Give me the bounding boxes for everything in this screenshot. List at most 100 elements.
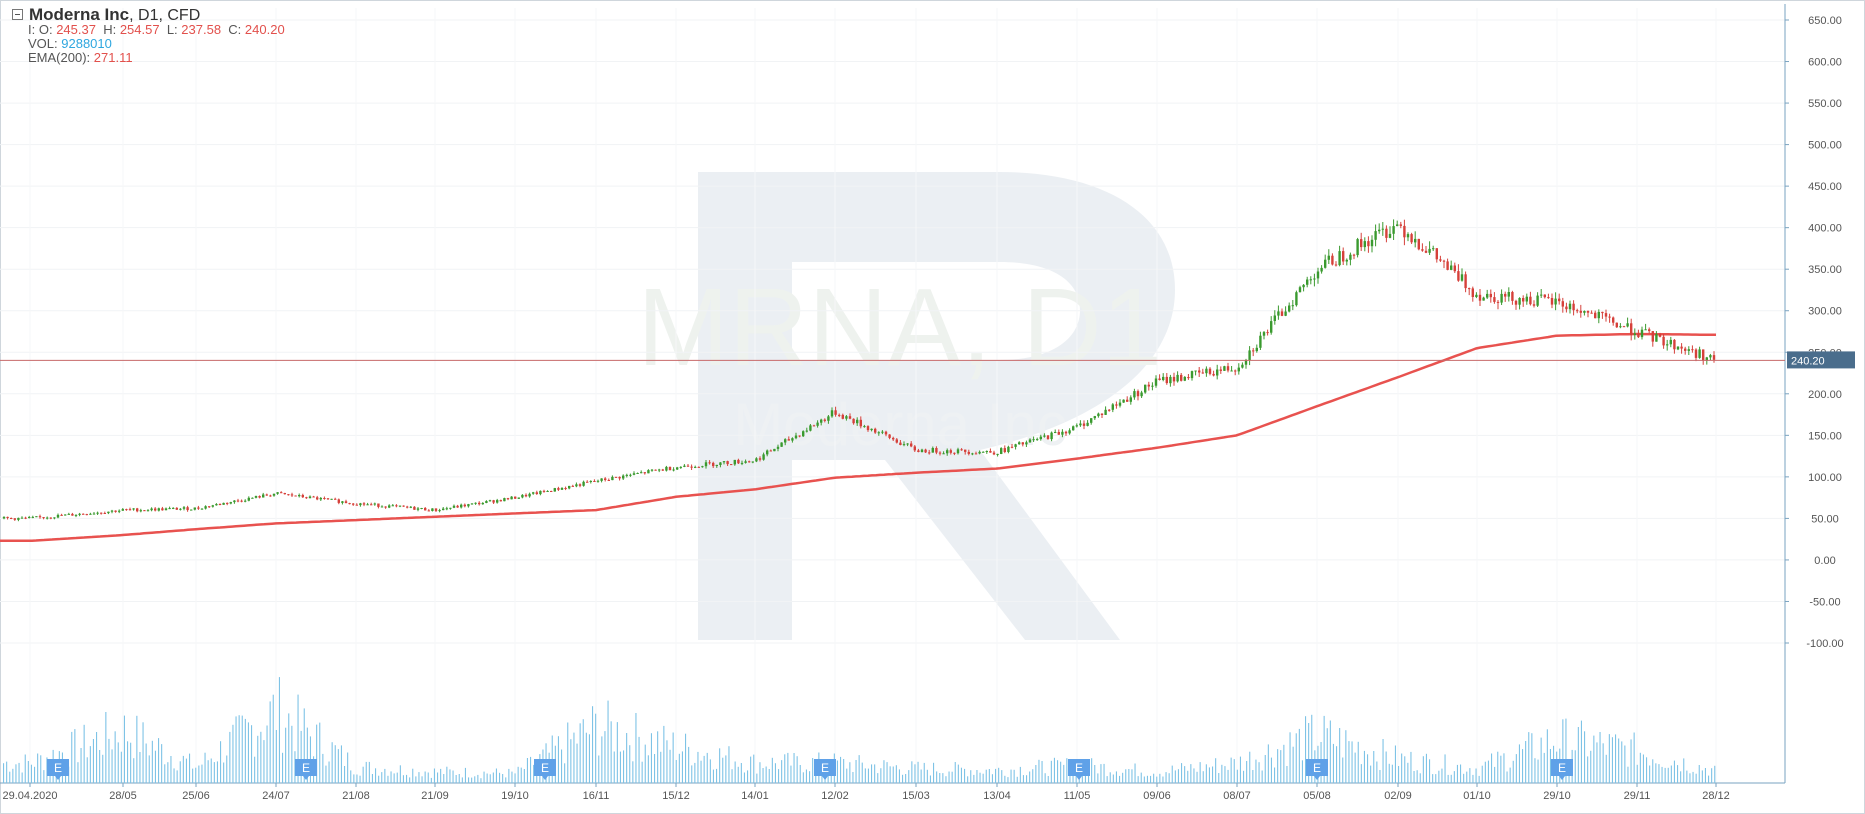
volume-bar bbox=[561, 749, 563, 783]
volume-bar bbox=[747, 770, 749, 783]
candle-body bbox=[1561, 301, 1564, 307]
candle-body bbox=[812, 425, 816, 427]
candle-body bbox=[478, 502, 481, 505]
volume-bar bbox=[1472, 774, 1474, 783]
volume-bar bbox=[207, 760, 209, 783]
volume-bar bbox=[1497, 751, 1499, 783]
earnings-marker[interactable]: E bbox=[534, 759, 556, 780]
volume-bar bbox=[257, 735, 259, 783]
candle-body bbox=[1046, 435, 1050, 440]
candle-body bbox=[427, 510, 430, 512]
candle-body bbox=[114, 510, 117, 512]
volume-bar bbox=[418, 772, 420, 783]
volume-bar bbox=[229, 731, 231, 783]
candle-body bbox=[168, 508, 171, 510]
volume-bar bbox=[123, 715, 125, 783]
candle-body bbox=[1464, 274, 1467, 289]
collapse-toggle-icon[interactable] bbox=[12, 9, 23, 21]
volume-bar bbox=[133, 758, 135, 783]
earnings-marker[interactable]: E bbox=[1306, 759, 1328, 780]
volume-bar bbox=[1388, 763, 1390, 783]
earnings-marker[interactable]: E bbox=[47, 759, 69, 780]
volume-bar bbox=[272, 694, 274, 783]
candle-body bbox=[924, 449, 927, 453]
volume-bar bbox=[778, 769, 780, 783]
volume-bar bbox=[161, 744, 163, 783]
volume-bar bbox=[1574, 750, 1576, 783]
candle-body bbox=[971, 453, 974, 455]
volume-bar bbox=[650, 733, 652, 783]
candle-body bbox=[1284, 311, 1287, 316]
volume-bar bbox=[1246, 761, 1248, 783]
candle-body bbox=[1687, 349, 1690, 351]
volume-bar bbox=[725, 755, 727, 783]
candle-body bbox=[1000, 448, 1003, 454]
volume-bar bbox=[988, 769, 990, 783]
earnings-marker[interactable]: E bbox=[814, 759, 836, 780]
open-value: 245.37 bbox=[56, 22, 96, 37]
volume-bar bbox=[973, 774, 975, 783]
candle-body bbox=[650, 469, 654, 471]
volume-bar bbox=[1562, 719, 1564, 783]
candle-body bbox=[226, 502, 229, 504]
candle-body bbox=[1003, 448, 1006, 452]
volume-bar bbox=[1224, 766, 1226, 783]
volume-bar bbox=[858, 755, 860, 783]
candle-body bbox=[492, 500, 495, 503]
volume-bar bbox=[585, 732, 587, 783]
candle-body bbox=[1331, 255, 1334, 265]
candle-body bbox=[881, 431, 884, 433]
candle-body bbox=[488, 500, 492, 502]
volume-bar bbox=[21, 772, 23, 783]
volume-bar bbox=[117, 742, 119, 783]
volume-bar bbox=[254, 756, 256, 783]
candle-body bbox=[668, 466, 672, 471]
candle-body bbox=[600, 478, 603, 481]
volume-bar bbox=[189, 753, 191, 783]
volume-bar bbox=[430, 777, 432, 783]
volume-bar bbox=[331, 742, 333, 783]
candle-body bbox=[1115, 404, 1118, 406]
candle-body bbox=[406, 506, 409, 508]
earnings-marker[interactable]: E bbox=[1068, 759, 1090, 780]
volume-bar bbox=[629, 745, 631, 783]
candle-body bbox=[730, 464, 733, 466]
volume-bar bbox=[3, 763, 5, 783]
candle-body bbox=[870, 428, 873, 431]
x-tick-label: 29/11 bbox=[1624, 790, 1651, 802]
volume-bar bbox=[1658, 764, 1660, 783]
volume-bar bbox=[319, 722, 321, 783]
volume-bar bbox=[213, 762, 215, 783]
volume-bar bbox=[1351, 741, 1353, 783]
volume-bar bbox=[576, 743, 578, 783]
candle-body bbox=[380, 506, 384, 508]
volume-bar bbox=[1013, 769, 1015, 783]
volume-bar bbox=[1019, 766, 1021, 783]
volume-bar bbox=[1345, 730, 1347, 783]
candle-body bbox=[1154, 378, 1158, 386]
candle-body bbox=[1630, 323, 1633, 335]
earnings-marker[interactable]: E bbox=[1551, 759, 1573, 780]
candle-body bbox=[640, 472, 643, 474]
volume-bar bbox=[1295, 733, 1297, 783]
volume-bar bbox=[1425, 753, 1427, 783]
volume-bar bbox=[43, 770, 45, 783]
volume-bar bbox=[1243, 770, 1245, 783]
y-tick-label: 550.00 bbox=[1808, 98, 1842, 110]
candle-body bbox=[748, 461, 751, 463]
volume-bar bbox=[1137, 776, 1139, 783]
candle-body bbox=[978, 451, 981, 454]
earnings-marker[interactable]: E bbox=[295, 759, 317, 780]
candle-body bbox=[1622, 326, 1626, 328]
candle-body bbox=[467, 504, 470, 507]
volume-bar bbox=[464, 767, 466, 783]
candle-body bbox=[460, 504, 463, 508]
volume-bar bbox=[468, 777, 470, 783]
volume-bar bbox=[1704, 768, 1706, 783]
candle-body bbox=[251, 497, 254, 499]
candle-body bbox=[1327, 255, 1330, 260]
candle-body bbox=[1583, 311, 1586, 313]
candle-body bbox=[377, 503, 380, 507]
volume-bar bbox=[1236, 769, 1238, 783]
